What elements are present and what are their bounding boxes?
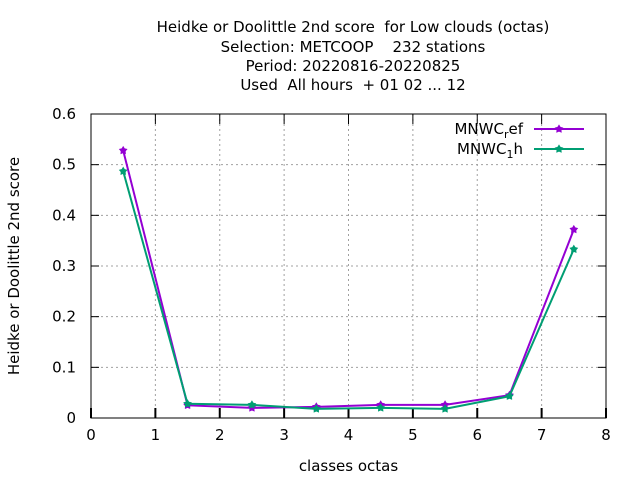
x-tick-label: 4 — [344, 426, 354, 444]
y-tick-label: 0.2 — [52, 308, 76, 326]
data-point — [118, 145, 128, 155]
chart-title-line-2: Selection: METCOOP 232 stations — [220, 38, 486, 56]
data-point — [569, 244, 579, 253]
data-point — [247, 400, 257, 409]
series-1 — [118, 166, 579, 413]
x-tick-label: 7 — [537, 426, 547, 444]
y-axis-label: Heidke or Doolittle 2nd score — [5, 157, 23, 375]
series-line — [122, 150, 575, 409]
series-layer — [118, 145, 579, 413]
data-point — [376, 403, 386, 412]
x-axis-label: classes octas — [299, 457, 399, 475]
x-tick-label: 2 — [215, 426, 225, 444]
legend-label: MNWC1h — [457, 140, 523, 161]
x-tick-label: 1 — [151, 426, 161, 444]
y-tick-label: 0.1 — [52, 358, 76, 376]
data-point — [440, 404, 450, 413]
legend-label: MNWCref — [454, 120, 523, 141]
x-tick-label: 5 — [408, 426, 418, 444]
legend-label-tail: ef — [508, 120, 523, 138]
legend-label-tail: h — [513, 140, 523, 158]
chart-title-line-3: Period: 20220816-20220825 — [245, 57, 461, 75]
x-tick-label: 6 — [472, 426, 482, 444]
y-tick-label: 0.6 — [52, 105, 76, 123]
data-point — [569, 224, 579, 234]
data-point — [505, 391, 514, 400]
chart-title-line-1: Heidke or Doolittle 2nd score for Low cl… — [156, 18, 550, 36]
legend-label-base: MNWC — [454, 120, 503, 138]
x-tick-label: 3 — [279, 426, 289, 444]
chart-title-line-4: Used All hours + 01 02 ... 12 — [240, 76, 466, 94]
x-tick-label: 0 — [86, 426, 96, 444]
data-point — [183, 399, 192, 408]
legend-label-sub: r — [504, 128, 509, 141]
data-point — [311, 404, 321, 413]
x-tick-label: 8 — [601, 426, 611, 444]
legend-label-base: MNWC — [457, 140, 506, 158]
grid — [91, 114, 606, 418]
y-tick-label: 0.3 — [52, 257, 76, 275]
legend-label-sub: 1 — [506, 148, 513, 161]
data-point — [118, 166, 128, 175]
y-tick-label: 0 — [66, 409, 76, 427]
y-tick-label: 0.5 — [52, 156, 76, 174]
series-line — [122, 170, 575, 410]
legend-marker — [554, 144, 564, 153]
legend-marker — [554, 124, 564, 133]
axis-ticks: 0 1 2 3 4 5 6 7 8 0 0.1 0.2 0.3 0.4 0.5 0.6 — [52, 105, 611, 444]
y-tick-label: 0.4 — [52, 206, 76, 224]
